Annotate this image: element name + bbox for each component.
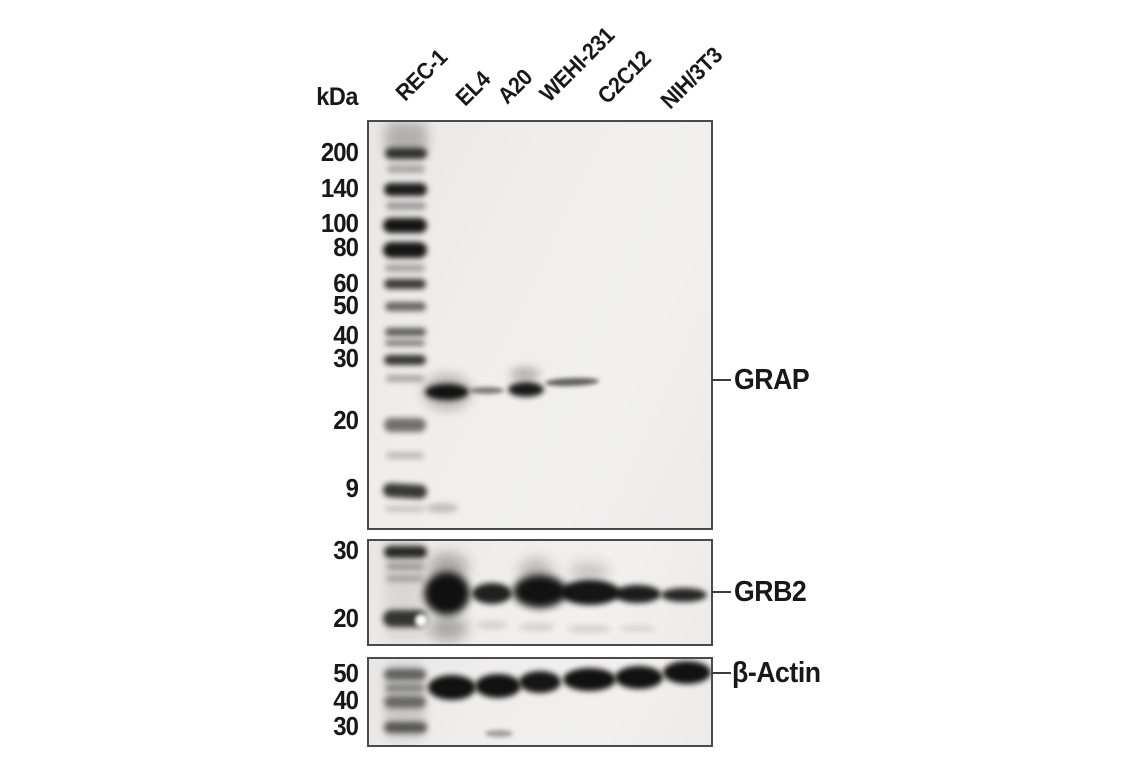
protein-band-nih-3t3	[663, 661, 711, 684]
smear-band-rec-1	[428, 615, 468, 642]
ladder-band	[385, 148, 427, 159]
ladder-band	[385, 264, 425, 272]
ladder-band	[384, 183, 427, 196]
ladder-band	[385, 302, 426, 311]
protein-label-grb2: GRB2	[734, 576, 807, 608]
smear-band-wehi-231	[569, 563, 609, 581]
ladder-band	[387, 165, 425, 173]
lane-label-a20: A20	[492, 63, 538, 109]
ladder-band	[384, 696, 426, 708]
ladder-band	[384, 546, 427, 558]
protein-band-wehi-231	[563, 668, 616, 691]
mw-marker-grap-100: 100	[320, 208, 359, 238]
mw-marker-grap-20: 20	[333, 405, 359, 435]
mw-marker-grap-200: 200	[320, 137, 359, 167]
mw-marker-grap-30: 30	[333, 343, 359, 373]
ladder-band	[384, 418, 426, 432]
protein-label-grap: GRAP	[734, 364, 810, 396]
ladder-band	[386, 563, 424, 570]
mw-marker-grap-40: 40	[333, 320, 359, 350]
blot-panel-grb2	[367, 539, 713, 646]
blot-panel-grap	[367, 120, 713, 530]
protein-band-a20	[508, 382, 544, 397]
lane-label-rec-1: REC-1	[390, 44, 452, 106]
ladder-band	[386, 202, 426, 210]
protein-band-wehi-231	[560, 580, 620, 605]
band-tick-beta-actin	[712, 672, 731, 674]
ladder-band	[383, 242, 427, 258]
band-tick-grb2	[712, 591, 731, 593]
lane-label-nih-3t3: NIH/3T3	[655, 41, 728, 114]
ladder-band	[384, 279, 426, 289]
blot-artifact-hole	[415, 614, 428, 627]
mw-marker-grb2-30: 30	[333, 535, 359, 565]
ladder-band	[386, 452, 424, 459]
mw-marker-beta-actin-50: 50	[333, 658, 359, 688]
ladder-band	[384, 722, 427, 733]
mw-marker-grb2-20: 20	[333, 603, 359, 633]
blot-panel-beta-actin	[367, 657, 713, 747]
ladder-band	[386, 575, 424, 582]
lane-label-el4: EL4	[450, 65, 496, 111]
ladder-band	[384, 355, 426, 365]
mw-marker-beta-actin-40: 40	[333, 685, 359, 715]
protein-band-c2c12	[615, 666, 663, 689]
smear-band-rec-1	[426, 503, 458, 513]
protein-band-el4	[470, 387, 504, 394]
mw-marker-grap-9: 9	[345, 473, 359, 503]
ladder-band	[385, 684, 425, 692]
protein-band-rec-1	[425, 384, 469, 400]
protein-band-a20	[513, 575, 567, 608]
protein-label-beta-actin: β-Actin	[732, 657, 821, 689]
protein-band-a20	[519, 671, 561, 693]
ladder-band	[385, 328, 426, 336]
ladder-band	[385, 506, 425, 512]
protein-band-rec-1	[424, 572, 470, 615]
mw-marker-beta-actin-30: 30	[333, 711, 359, 741]
mw-marker-grap-50: 50	[333, 290, 359, 320]
kda-unit-label: kDa	[316, 83, 358, 111]
smear-band-c2c12	[619, 625, 655, 632]
smear-band-a20	[510, 368, 540, 380]
smear-band-a20	[519, 623, 555, 631]
protein-band-nih-3t3	[661, 588, 707, 602]
ladder-band	[385, 340, 425, 346]
smear-band-el4	[485, 730, 513, 737]
smear-band-wehi-231	[567, 625, 611, 633]
mw-marker-grap-140: 140	[320, 173, 359, 203]
ladder-band	[384, 669, 426, 680]
mw-marker-grap-80: 80	[333, 232, 359, 262]
ladder-band	[382, 482, 428, 500]
protein-band-el4	[475, 674, 521, 698]
band-tick-grap	[712, 379, 731, 381]
protein-band-c2c12	[614, 585, 661, 603]
protein-band-el4	[472, 583, 512, 604]
smear-band-el4	[477, 621, 507, 629]
ladder-band	[386, 375, 424, 382]
protein-band-wehi-231	[544, 377, 600, 387]
mw-marker-grap-60: 60	[333, 268, 359, 298]
protein-band-rec-1	[428, 675, 476, 700]
ladder-band	[383, 218, 427, 233]
